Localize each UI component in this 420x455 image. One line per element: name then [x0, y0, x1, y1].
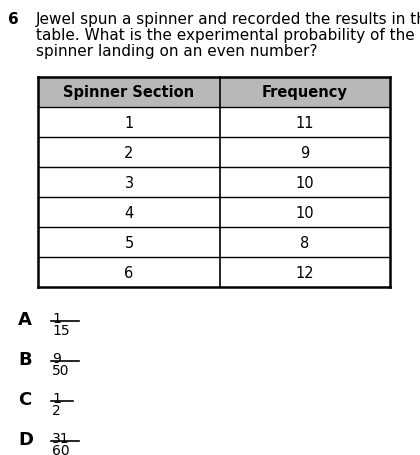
Text: 11: 11 — [296, 115, 314, 130]
Text: 1: 1 — [124, 115, 134, 130]
Text: 9: 9 — [52, 351, 61, 365]
Text: 60: 60 — [52, 443, 70, 455]
Text: 6: 6 — [8, 12, 19, 27]
Text: 15: 15 — [52, 324, 70, 337]
Text: A: A — [18, 310, 32, 328]
Text: table. What is the experimental probability of the: table. What is the experimental probabil… — [36, 28, 415, 43]
Text: 9: 9 — [300, 145, 310, 160]
Text: Jewel spun a spinner and recorded the results in the: Jewel spun a spinner and recorded the re… — [36, 12, 420, 27]
Text: 31: 31 — [52, 431, 70, 445]
Text: 12: 12 — [296, 265, 314, 280]
Text: 3: 3 — [124, 175, 134, 190]
Text: 10: 10 — [296, 175, 314, 190]
Text: 2: 2 — [124, 145, 134, 160]
Text: 1: 1 — [52, 311, 61, 325]
Text: 4: 4 — [124, 205, 134, 220]
Text: 50: 50 — [52, 363, 69, 377]
Text: C: C — [18, 390, 31, 408]
Text: Spinner Section: Spinner Section — [63, 86, 194, 100]
Text: 5: 5 — [124, 235, 134, 250]
Text: B: B — [18, 350, 32, 368]
Text: 10: 10 — [296, 205, 314, 220]
Text: 1: 1 — [52, 391, 61, 405]
Text: 8: 8 — [300, 235, 310, 250]
Text: Frequency: Frequency — [262, 86, 348, 100]
Text: 6: 6 — [124, 265, 134, 280]
Text: 2: 2 — [52, 403, 61, 417]
Text: spinner landing on an even number?: spinner landing on an even number? — [36, 44, 318, 59]
Text: D: D — [18, 430, 33, 448]
Bar — [38, 78, 390, 108]
